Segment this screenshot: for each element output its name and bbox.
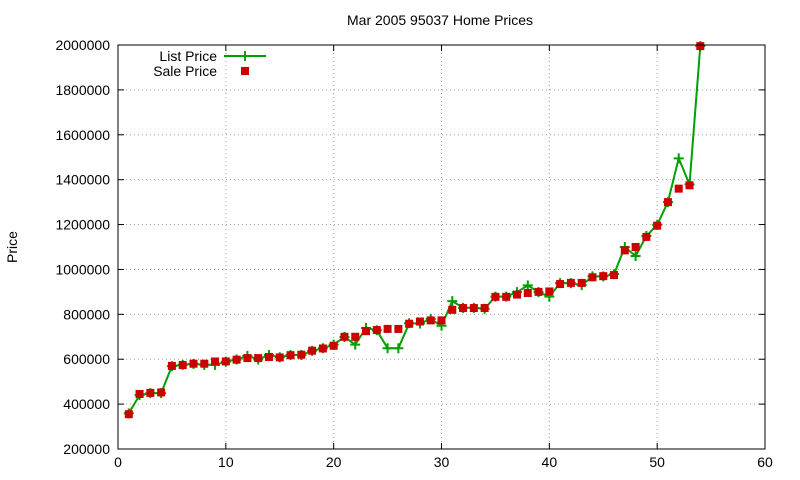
legend-label-list-price: List Price — [159, 48, 217, 64]
x-tick-label: 40 — [542, 454, 558, 470]
sale-price-point — [146, 388, 155, 397]
sale-price-point — [674, 184, 683, 193]
sale-price-point — [610, 271, 619, 280]
list-price-point — [522, 280, 533, 291]
sale-price-point — [232, 355, 241, 364]
sale-price-point — [286, 351, 295, 360]
x-tick-label: 60 — [757, 454, 773, 470]
sale-price-point — [351, 332, 360, 341]
y-tick-label: 1400000 — [55, 172, 110, 188]
sale-price-point — [437, 316, 446, 325]
sale-price-point — [426, 316, 435, 325]
sale-price-point — [685, 181, 694, 190]
data-series — [123, 41, 706, 419]
sale-price-point — [577, 278, 586, 287]
plot-frame — [117, 44, 766, 450]
sale-price-point — [631, 243, 640, 251]
sale-price-point — [200, 359, 209, 368]
list-price-point — [673, 153, 684, 164]
sale-price-point — [502, 292, 511, 301]
x-tick-label: 50 — [649, 454, 665, 470]
sale-price-point — [566, 278, 575, 287]
y-tick-label: 200000 — [63, 441, 110, 457]
list-price-point — [393, 343, 404, 354]
sale-price-point — [318, 344, 327, 353]
chart-title: Mar 2005 95037 Home Prices — [347, 12, 533, 28]
x-tick-label: 10 — [218, 454, 234, 470]
axis-ticks: 0 10 20 30 40 50 60 200000 400000 600000 800000 100… — [55, 37, 773, 470]
sale-price-point — [135, 390, 144, 399]
sale-price-point — [189, 359, 198, 368]
sale-price-point — [340, 332, 349, 341]
sale-price-point — [491, 292, 500, 301]
sale-price-point — [372, 326, 381, 335]
sale-price-point — [254, 354, 263, 363]
sale-price-point — [308, 346, 317, 355]
sale-price-point — [545, 287, 554, 296]
sale-price-point — [642, 232, 651, 241]
sale-price-point — [221, 357, 230, 366]
sale-price-point — [653, 221, 662, 230]
y-tick-label: 2000000 — [55, 37, 110, 53]
x-tick-label: 0 — [114, 454, 122, 470]
sale-price-point — [178, 361, 187, 370]
sale-price-point — [448, 305, 457, 314]
y-tick-label: 400000 — [63, 396, 110, 412]
sale-price-point — [211, 357, 220, 366]
sale-price-point — [480, 304, 489, 313]
y-tick-label: 1600000 — [55, 127, 110, 143]
sale-price-point — [394, 324, 403, 333]
grid — [118, 45, 765, 449]
legend: List Price Sale Price — [153, 48, 266, 79]
sale-price-point — [663, 198, 672, 207]
sale-price-point — [275, 353, 284, 362]
sale-price-point — [523, 289, 532, 298]
sale-price-point — [696, 42, 705, 51]
sale-price-point — [415, 317, 424, 326]
sale-price-point — [124, 410, 133, 419]
y-tick-label: 600000 — [63, 351, 110, 367]
sale-price-point — [599, 272, 608, 281]
list-price-point — [630, 250, 641, 261]
sale-price-point — [459, 304, 468, 313]
sale-price-point — [534, 287, 543, 296]
sale-price-point — [362, 327, 371, 336]
y-axis-label: Price — [4, 231, 20, 263]
sale-price-point — [243, 354, 252, 363]
y-tick-label: 800000 — [63, 306, 110, 322]
sale-price-point — [157, 388, 166, 397]
sale-price-point — [167, 361, 176, 370]
sale-price-point — [620, 246, 629, 255]
x-tick-label: 20 — [326, 454, 342, 470]
sale-price-point — [264, 352, 273, 361]
y-tick-label: 1200000 — [55, 217, 110, 233]
legend-label-sale-price: Sale Price — [153, 63, 217, 79]
legend-marker-sale-price — [241, 67, 249, 75]
sale-price-point — [588, 273, 597, 282]
sale-price-point — [512, 290, 521, 299]
x-tick-label: 30 — [434, 454, 450, 470]
y-tick-label: 1000000 — [55, 261, 110, 277]
sale-price-point — [469, 304, 478, 313]
legend-marker-list-price — [240, 51, 250, 61]
list-price-point — [350, 339, 361, 350]
y-tick-label: 1800000 — [55, 82, 110, 98]
sale-price-point — [383, 324, 392, 333]
sale-price-point — [329, 341, 338, 350]
list-price-point — [382, 343, 393, 354]
sale-price-point — [556, 280, 565, 289]
list-price-point — [447, 296, 458, 307]
sale-price-point — [297, 350, 306, 359]
sale-price-point — [405, 319, 414, 328]
